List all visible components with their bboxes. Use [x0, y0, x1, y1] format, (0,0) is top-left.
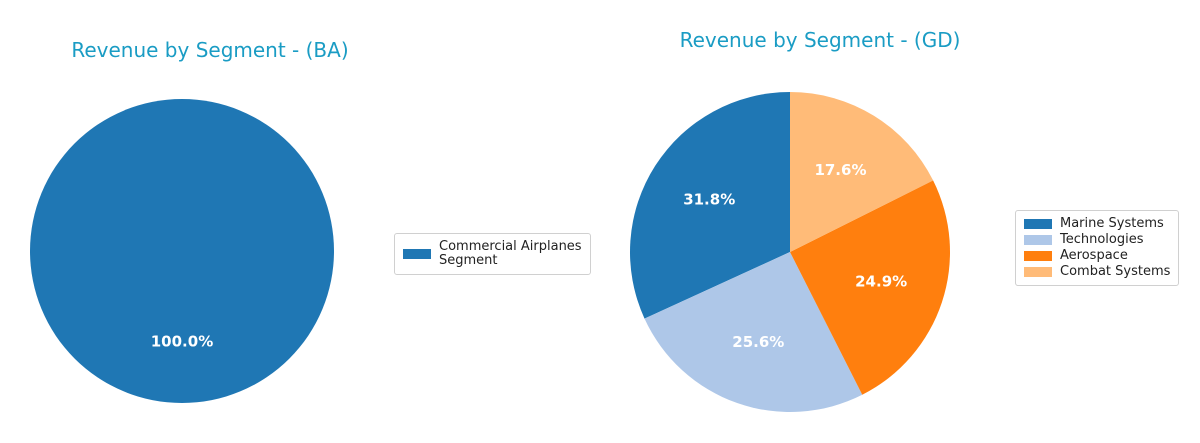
legend-item: Technologies [1024, 233, 1170, 247]
pie-slice [644, 252, 863, 413]
legend-item: Aerospace [1024, 249, 1170, 263]
legend-item: Commercial Airplanes Segment [403, 240, 582, 268]
legend-item: Combat Systems [1024, 265, 1170, 279]
data-label: 100.0% [151, 333, 213, 351]
legend-label: Marine Systems [1060, 216, 1164, 231]
legend-label: Combat Systems [1060, 264, 1171, 279]
legend-swatch [1024, 235, 1052, 245]
legend-swatch [403, 249, 431, 259]
pie-slice [790, 180, 951, 395]
data-label: 31.8% [683, 191, 735, 209]
legend-label: Commercial Airplanes Segment [439, 239, 582, 268]
legend-item: Marine Systems [1024, 217, 1170, 231]
pie-slice [790, 92, 934, 252]
legend: Marine Systems Technologies Aerospace Comba… [1015, 210, 1180, 286]
legend-swatch [1024, 219, 1052, 229]
legend: Commercial Airplanes Segment [394, 233, 591, 275]
chart-title: Revenue by Segment - (BA) [71, 38, 348, 62]
pie-slice [30, 99, 334, 403]
data-label: 17.6% [814, 161, 866, 179]
legend-swatch [1024, 251, 1052, 261]
data-label: 24.9% [855, 273, 907, 291]
data-label: 25.6% [732, 333, 784, 351]
chart-title: Revenue by Segment - (GD) [680, 28, 961, 52]
legend-swatch [1024, 267, 1052, 277]
legend-label: Aerospace [1060, 248, 1128, 263]
pie-slice [630, 92, 790, 319]
legend-label: Technologies [1060, 232, 1144, 247]
